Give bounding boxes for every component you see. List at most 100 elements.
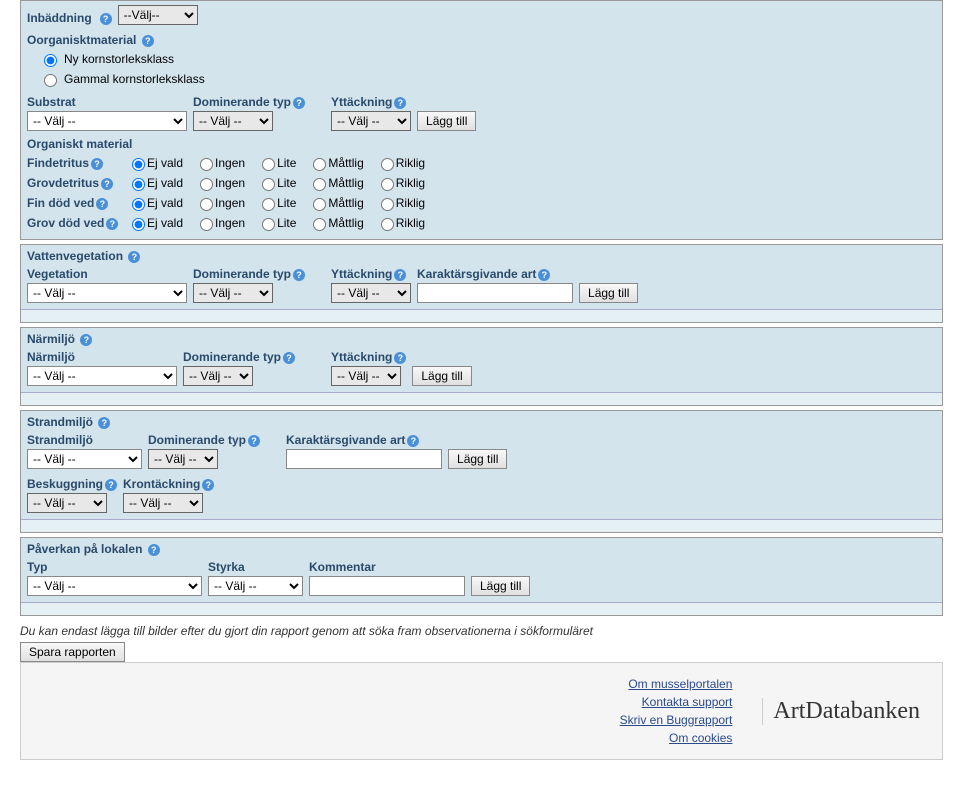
vegetation-label: Vegetation bbox=[27, 267, 187, 281]
dominerande-select[interactable]: -- Välj -- bbox=[148, 449, 218, 469]
footer-link-cookies[interactable]: Om cookies bbox=[620, 729, 733, 747]
help-icon[interactable]: ? bbox=[142, 35, 154, 47]
dominerande-label: Dominerande typ bbox=[193, 95, 291, 109]
add-button[interactable]: Lägg till bbox=[448, 449, 507, 469]
radio-old-kornstorlek[interactable] bbox=[44, 74, 57, 87]
help-icon[interactable]: ? bbox=[105, 479, 117, 491]
grovdodved-ejvald[interactable] bbox=[132, 218, 145, 231]
substrat-label: Substrat bbox=[27, 95, 76, 109]
grovdetritus-mattlig[interactable] bbox=[313, 178, 326, 191]
vegetation-select[interactable]: -- Välj -- bbox=[27, 283, 187, 303]
paverkan-label: Påverkan på lokalen bbox=[27, 542, 142, 556]
vattenvegetation-label: Vattenvegetation bbox=[27, 249, 123, 263]
help-icon[interactable]: ? bbox=[100, 13, 112, 25]
help-icon[interactable]: ? bbox=[394, 97, 406, 109]
footer-link-bugg[interactable]: Skriv en Buggrapport bbox=[620, 711, 733, 729]
findodved-mattlig[interactable] bbox=[313, 198, 326, 211]
beskuggning-label: Beskuggning bbox=[27, 477, 103, 491]
yttackning-select[interactable]: -- Välj -- bbox=[331, 111, 411, 131]
oorganiskt-label: Oorganisktmaterial bbox=[27, 33, 136, 47]
add-button[interactable]: Lägg till bbox=[412, 366, 471, 386]
help-icon[interactable]: ? bbox=[101, 178, 113, 190]
help-icon[interactable]: ? bbox=[394, 269, 406, 281]
krontackning-select[interactable]: -- Välj -- bbox=[123, 493, 203, 513]
styrka-label: Styrka bbox=[208, 560, 303, 574]
footer-link-om[interactable]: Om musselportalen bbox=[620, 675, 733, 693]
radio-new-label: Ny kornstorleksklass bbox=[64, 52, 174, 66]
help-icon[interactable]: ? bbox=[248, 435, 260, 447]
strandmiljo-select[interactable]: -- Välj -- bbox=[27, 449, 142, 469]
typ-label: Typ bbox=[27, 560, 202, 574]
grovdetritus-ingen[interactable] bbox=[200, 178, 213, 191]
help-icon[interactable]: ? bbox=[394, 352, 406, 364]
footer-link-kontakta[interactable]: Kontakta support bbox=[620, 693, 733, 711]
help-icon[interactable]: ? bbox=[202, 479, 214, 491]
add-button[interactable]: Lägg till bbox=[471, 576, 530, 596]
typ-select[interactable]: -- Välj -- bbox=[27, 576, 202, 596]
findodved-riklig[interactable] bbox=[381, 198, 394, 211]
yttackning-label: Yttäckning bbox=[331, 267, 392, 281]
help-icon[interactable]: ? bbox=[407, 435, 419, 447]
karaktar-input[interactable] bbox=[417, 283, 573, 303]
findodved-ejvald[interactable] bbox=[132, 198, 145, 211]
help-icon[interactable]: ? bbox=[80, 334, 92, 346]
narmiljo-section-label: Närmiljö bbox=[27, 332, 75, 346]
strandmiljo-label: Strandmiljö bbox=[27, 433, 142, 447]
logo: ArtDatabanken bbox=[762, 698, 930, 725]
findetritus-label: Findetritus bbox=[27, 156, 89, 170]
yttackning-select[interactable]: -- Välj -- bbox=[331, 283, 411, 303]
help-icon[interactable]: ? bbox=[538, 269, 550, 281]
findetritus-riklig[interactable] bbox=[381, 158, 394, 171]
findodved-ingen[interactable] bbox=[200, 198, 213, 211]
help-icon[interactable]: ? bbox=[98, 417, 110, 429]
inbaddning-select[interactable]: --Välj-- bbox=[118, 5, 198, 25]
karaktar-input[interactable] bbox=[286, 449, 442, 469]
add-button[interactable]: Lägg till bbox=[579, 283, 638, 303]
help-icon[interactable]: ? bbox=[293, 269, 305, 281]
kommentar-label: Kommentar bbox=[309, 560, 465, 574]
yttackning-label: Yttäckning bbox=[331, 350, 392, 364]
add-button[interactable]: Lägg till bbox=[417, 111, 476, 131]
findodved-lite[interactable] bbox=[262, 198, 275, 211]
grovdodved-mattlig[interactable] bbox=[313, 218, 326, 231]
help-icon[interactable]: ? bbox=[106, 218, 118, 230]
dominerande-label: Dominerande typ bbox=[193, 267, 291, 281]
grovdetritus-ejvald[interactable] bbox=[132, 178, 145, 191]
substrat-select[interactable]: -- Välj -- bbox=[27, 111, 187, 131]
radio-old-label: Gammal kornstorleksklass bbox=[64, 72, 205, 86]
help-icon[interactable]: ? bbox=[128, 251, 140, 263]
grovdodved-ingen[interactable] bbox=[200, 218, 213, 231]
organiskt-label: Organiskt material bbox=[27, 137, 132, 151]
dominerande-label: Dominerande typ bbox=[183, 350, 281, 364]
kommentar-input[interactable] bbox=[309, 576, 465, 596]
dominerande-select[interactable]: -- Välj -- bbox=[193, 111, 273, 131]
styrka-select[interactable]: -- Välj -- bbox=[208, 576, 303, 596]
yttackning-select[interactable]: -- Välj -- bbox=[331, 366, 401, 386]
narmiljo-label: Närmiljö bbox=[27, 350, 177, 364]
save-report-button[interactable]: Spara rapporten bbox=[20, 642, 125, 662]
narmiljo-select[interactable]: -- Välj -- bbox=[27, 366, 177, 386]
grovdodved-label: Grov död ved bbox=[27, 216, 104, 230]
beskuggning-select[interactable]: -- Välj -- bbox=[27, 493, 107, 513]
footer-note: Du kan endast lägga till bilder efter du… bbox=[20, 624, 943, 638]
help-icon[interactable]: ? bbox=[96, 198, 108, 210]
help-icon[interactable]: ? bbox=[283, 352, 295, 364]
grovdetritus-riklig[interactable] bbox=[381, 178, 394, 191]
help-icon[interactable]: ? bbox=[91, 158, 103, 170]
krontackning-label: Krontäckning bbox=[123, 477, 200, 491]
karaktar-label: Karaktärsgivande art bbox=[417, 267, 536, 281]
dominerande-label: Dominerande typ bbox=[148, 433, 246, 447]
findetritus-mattlig[interactable] bbox=[313, 158, 326, 171]
help-icon[interactable]: ? bbox=[293, 97, 305, 109]
dominerande-select[interactable]: -- Välj -- bbox=[183, 366, 253, 386]
strandmiljo-section-label: Strandmiljö bbox=[27, 415, 93, 429]
radio-new-kornstorlek[interactable] bbox=[44, 54, 57, 67]
grovdodved-lite[interactable] bbox=[262, 218, 275, 231]
findetritus-ingen[interactable] bbox=[200, 158, 213, 171]
findetritus-lite[interactable] bbox=[262, 158, 275, 171]
grovdodved-riklig[interactable] bbox=[381, 218, 394, 231]
findetritus-ejvald[interactable] bbox=[132, 158, 145, 171]
help-icon[interactable]: ? bbox=[148, 544, 160, 556]
dominerande-select[interactable]: -- Välj -- bbox=[193, 283, 273, 303]
grovdetritus-lite[interactable] bbox=[262, 178, 275, 191]
